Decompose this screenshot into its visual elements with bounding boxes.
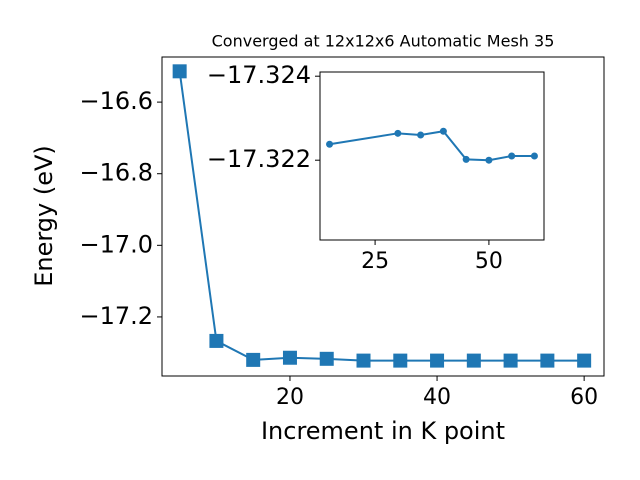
y-tick-label: −17.324 <box>207 61 311 89</box>
marker <box>508 152 516 160</box>
marker <box>466 353 481 368</box>
y-tick-label: −17.2 <box>79 302 153 330</box>
x-tick-label: 40 <box>423 385 451 410</box>
marker <box>577 353 592 368</box>
marker <box>540 353 555 368</box>
marker <box>246 352 261 367</box>
marker <box>319 351 334 366</box>
y-tick-label: −16.6 <box>79 87 153 115</box>
marker <box>394 129 402 137</box>
marker <box>430 353 445 368</box>
marker <box>417 131 425 139</box>
y-tick-label: −17.322 <box>207 145 311 173</box>
x-tick-label: 60 <box>570 385 598 410</box>
marker <box>485 156 493 164</box>
marker <box>356 353 371 368</box>
marker <box>209 333 224 348</box>
marker <box>439 127 447 135</box>
marker <box>462 155 470 163</box>
y-tick-label: −16.8 <box>79 159 153 187</box>
x-tick-label: 25 <box>361 249 389 274</box>
marker <box>282 350 297 365</box>
marker <box>393 353 408 368</box>
chart-title: Converged at 12x12x6 Automatic Mesh 35 <box>212 32 555 51</box>
y-tick-label: −17.0 <box>79 230 153 258</box>
y-axis-label: Energy (eV) <box>30 145 58 287</box>
marker <box>326 140 334 148</box>
marker <box>503 353 518 368</box>
x-axis-label: Increment in K point <box>261 417 505 445</box>
marker <box>172 64 187 79</box>
x-tick-label: 50 <box>475 249 503 274</box>
marker <box>530 152 538 160</box>
x-tick-label: 20 <box>276 385 304 410</box>
series-line <box>329 130 535 162</box>
